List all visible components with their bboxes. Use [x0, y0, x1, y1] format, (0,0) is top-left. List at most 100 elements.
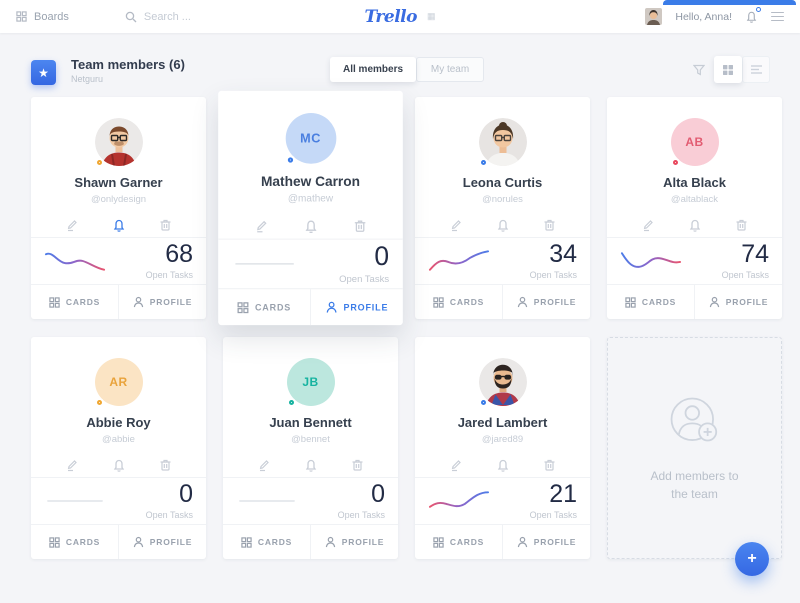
open-tasks-label: Open Tasks	[529, 510, 577, 520]
edit-icon[interactable]	[254, 219, 269, 235]
trash-icon[interactable]	[543, 458, 556, 473]
member-card: MC Mathew Carron @mathew	[218, 90, 403, 326]
cards-button[interactable]: CARDS	[223, 525, 310, 559]
profile-button-label: PROFILE	[533, 297, 577, 307]
add-member-fab[interactable]: +	[735, 542, 769, 576]
trash-icon[interactable]	[543, 218, 556, 233]
profile-button[interactable]: PROFILE	[309, 289, 403, 326]
card-actions	[607, 218, 782, 233]
cards-button[interactable]: CARDS	[31, 285, 118, 319]
open-tasks-block: 21 Open Tasks	[529, 480, 577, 521]
add-member-card[interactable]: Add members to the team	[607, 337, 782, 559]
card-actions	[415, 218, 590, 233]
profile-button[interactable]: PROFILE	[502, 285, 590, 319]
open-tasks-count: 21	[549, 480, 577, 508]
trash-icon[interactable]	[353, 219, 367, 235]
member-avatar	[94, 118, 143, 166]
card-footer: CARDS PROFILE	[218, 289, 403, 326]
trash-icon[interactable]	[159, 458, 172, 473]
profile-button-label: PROFILE	[725, 297, 769, 307]
trash-icon[interactable]	[735, 218, 748, 233]
bell-icon[interactable]	[496, 218, 510, 233]
member-name: Juan Bennett	[269, 415, 352, 430]
search-input[interactable]: Search ...	[125, 11, 191, 23]
avatar-image: MC	[300, 130, 321, 146]
tab-my-team[interactable]: My team	[416, 57, 485, 82]
cards-button[interactable]: CARDS	[218, 289, 310, 325]
header-tools	[693, 56, 770, 83]
cards-button[interactable]: CARDS	[415, 525, 502, 559]
card-top-section: Leona Curtis @norules	[415, 97, 590, 237]
bell-icon[interactable]	[112, 458, 126, 473]
edit-icon[interactable]	[65, 458, 79, 473]
profile-button[interactable]: PROFILE	[118, 285, 206, 319]
profile-button[interactable]: PROFILE	[502, 525, 590, 559]
search-icon	[125, 11, 137, 23]
profile-button[interactable]: PROFILE	[118, 525, 206, 559]
profile-button[interactable]: PROFILE	[694, 285, 782, 319]
profile-button-label: PROFILE	[149, 537, 193, 547]
edit-icon[interactable]	[449, 458, 463, 473]
cards-button[interactable]: CARDS	[607, 285, 694, 319]
open-tasks-count: 74	[741, 240, 769, 268]
filter-button[interactable]	[693, 64, 705, 76]
menu-button[interactable]	[771, 11, 784, 22]
tab-all-members[interactable]: All members	[330, 57, 417, 82]
edit-icon[interactable]	[641, 218, 655, 233]
view-toggle	[714, 56, 770, 83]
card-stats-section: 0 Open Tasks	[31, 477, 206, 525]
profile-button-label: PROFILE	[149, 297, 193, 307]
member-name: Mathew Carron	[260, 173, 361, 190]
edit-icon[interactable]	[449, 218, 463, 233]
card-stats-section: 74 Open Tasks	[607, 237, 782, 285]
member-handle: @jared89	[481, 434, 524, 445]
top-right-accent-bar	[663, 0, 796, 5]
tasks-sparkline	[232, 249, 297, 279]
boards-menu[interactable]: Boards	[16, 11, 69, 23]
trash-icon[interactable]	[351, 458, 364, 473]
status-dot	[287, 157, 293, 163]
member-tabs: All members My team	[330, 57, 485, 82]
card-footer: CARDS PROFILE	[31, 285, 206, 319]
member-name: Abbie Roy	[86, 415, 151, 430]
user-avatar[interactable]	[645, 8, 663, 25]
cards-button[interactable]: CARDS	[415, 285, 502, 319]
bell-icon[interactable]	[688, 218, 702, 233]
profile-button-label: PROFILE	[341, 537, 385, 547]
topbar: Boards Search ... Trello ▦ Hello, Anna!	[0, 0, 800, 33]
bell-icon[interactable]	[496, 458, 510, 473]
member-card: JB Juan Bennett @bennet	[223, 337, 398, 559]
bell-icon[interactable]	[304, 219, 319, 235]
member-name: Leona Curtis	[462, 175, 543, 190]
notifications-button[interactable]	[745, 6, 761, 24]
team-star-tile[interactable]: ★	[31, 60, 56, 85]
edit-icon[interactable]	[257, 458, 271, 473]
card-stats-section: 0 Open Tasks	[223, 477, 398, 525]
status-dot	[96, 400, 102, 405]
grid-view-button[interactable]	[714, 56, 742, 83]
add-member-label-line1: Add members to	[650, 468, 739, 483]
open-tasks-count: 0	[374, 241, 390, 272]
card-stats-section: 21 Open Tasks	[415, 477, 590, 525]
trello-logo: Trello	[364, 6, 418, 27]
bell-icon[interactable]	[112, 218, 126, 233]
bell-icon[interactable]	[304, 458, 318, 473]
card-footer: CARDS PROFILE	[31, 525, 206, 559]
member-name: Jared Lambert	[457, 415, 548, 430]
status-dot	[288, 400, 294, 405]
card-top-section: AR Abbie Roy @abbie	[31, 337, 206, 477]
card-top-section: AB Alta Black @altablack	[607, 97, 782, 237]
tasks-sparkline	[620, 247, 682, 275]
edit-icon[interactable]	[65, 218, 79, 233]
profile-button[interactable]: PROFILE	[310, 525, 398, 559]
card-footer: CARDS PROFILE	[607, 285, 782, 319]
trash-icon[interactable]	[159, 218, 172, 233]
cards-button[interactable]: CARDS	[31, 525, 118, 559]
status-dot	[672, 160, 678, 165]
list-view-button[interactable]	[742, 56, 770, 83]
member-name: Alta Black	[663, 175, 726, 190]
card-footer: CARDS PROFILE	[415, 525, 590, 559]
member-handle: @abbie	[102, 434, 135, 445]
member-handle: @onlydesign	[90, 194, 147, 205]
card-stats-section: 34 Open Tasks	[415, 237, 590, 285]
